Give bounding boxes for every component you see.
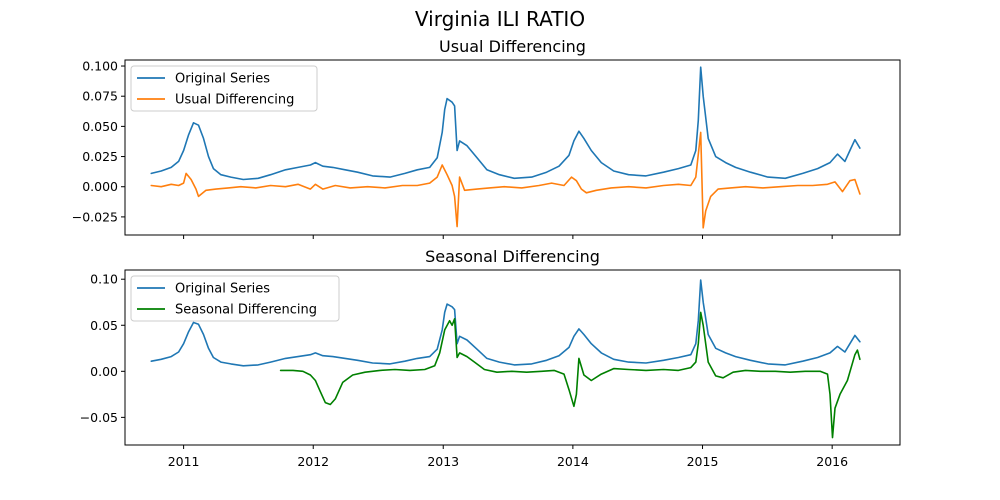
y-tick-label: −0.025 [72,209,118,224]
usual-plot-area [124,59,901,236]
usual-differencing-panel: Usual Differencing −0.025 0.000 0.025 0.050… [72,37,901,239]
y-tick-label: 0.075 [82,89,118,104]
x-tick-label: 2011 [168,454,200,469]
y-tick-label: 0.05 [90,318,118,333]
y-tick-label: 0.00 [90,364,118,379]
y-tick-label: 0.000 [82,179,118,194]
seasonal-panel-title: Seasonal Differencing [425,247,600,266]
seasonal-plot-area [124,269,901,446]
x-tick-label: 2012 [297,454,329,469]
y-tick-label: 0.100 [82,59,118,74]
legend-box [130,275,340,322]
y-tick-label: 0.025 [82,149,118,164]
legend-label: Original Series [175,72,270,87]
series-line-seasonal-differencing [279,311,861,439]
x-tick-label: 2014 [557,454,589,469]
series-line-usual-differencing [150,131,861,229]
x-tick-label: 2013 [427,454,459,469]
legend-label: Seasonal Differencing [175,303,317,318]
series-line-original-series [150,66,861,181]
seasonal-differencing-panel: Seasonal Differencing −0.05 0.00 0.05 0.10 2… [80,247,901,469]
usual-panel-title: Usual Differencing [439,37,586,56]
series-line-original-series [150,279,861,367]
legend-label: Usual Differencing [175,93,294,108]
x-tick-label: 2016 [816,454,848,469]
figure-title: Virginia ILI RATIO [415,7,585,31]
y-tick-label: 0.050 [82,119,118,134]
y-tick-label: −0.05 [80,410,118,425]
legend-box [130,65,318,112]
y-tick-label: 0.10 [90,272,118,287]
legend-label: Original Series [175,282,270,297]
x-tick-label: 2015 [687,454,719,469]
